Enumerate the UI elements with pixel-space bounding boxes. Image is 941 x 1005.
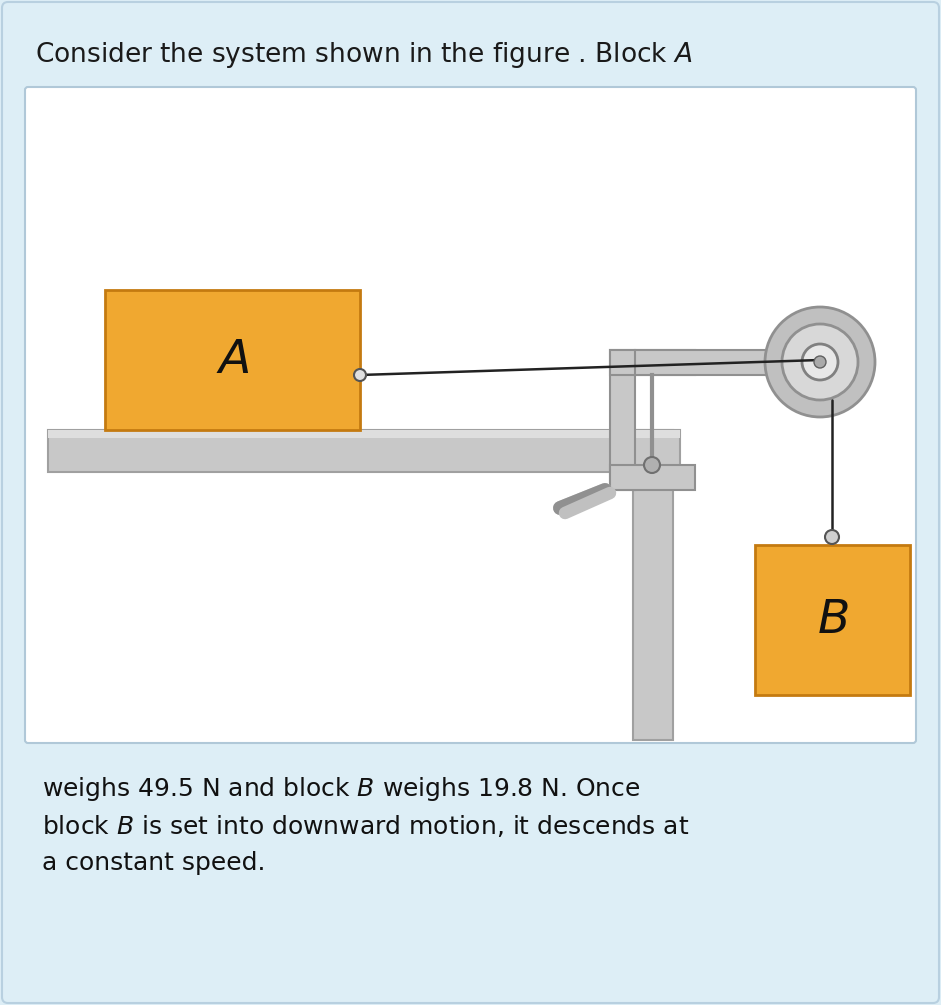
Bar <box>610 350 695 375</box>
Bar <box>610 465 695 490</box>
FancyBboxPatch shape <box>25 87 916 743</box>
Text: Consider the system shown in the figure . Block $\mathit{A}$: Consider the system shown in the figure … <box>35 40 693 70</box>
Text: weighs 49.5 N and block $\mathit{B}$ weighs 19.8 N. Once: weighs 49.5 N and block $\mathit{B}$ wei… <box>42 775 641 803</box>
Circle shape <box>644 457 660 473</box>
Circle shape <box>802 344 838 380</box>
Circle shape <box>814 356 826 368</box>
Bar <box>755 545 910 695</box>
Bar <box>635 350 790 375</box>
Circle shape <box>825 530 839 544</box>
Text: block $\mathit{B}$ is set into downward motion, it descends at: block $\mathit{B}$ is set into downward … <box>42 813 689 839</box>
Bar <box>633 430 673 740</box>
Bar <box>105 290 360 430</box>
Text: $\mathit{A}$: $\mathit{A}$ <box>215 338 249 383</box>
Circle shape <box>354 369 366 381</box>
Bar <box>48 430 680 472</box>
Bar <box>610 350 635 490</box>
Circle shape <box>765 307 875 417</box>
Text: a constant speed.: a constant speed. <box>42 851 265 875</box>
Bar <box>48 430 680 438</box>
Circle shape <box>782 324 858 400</box>
Text: $\mathit{B}$: $\mathit{B}$ <box>817 598 848 642</box>
